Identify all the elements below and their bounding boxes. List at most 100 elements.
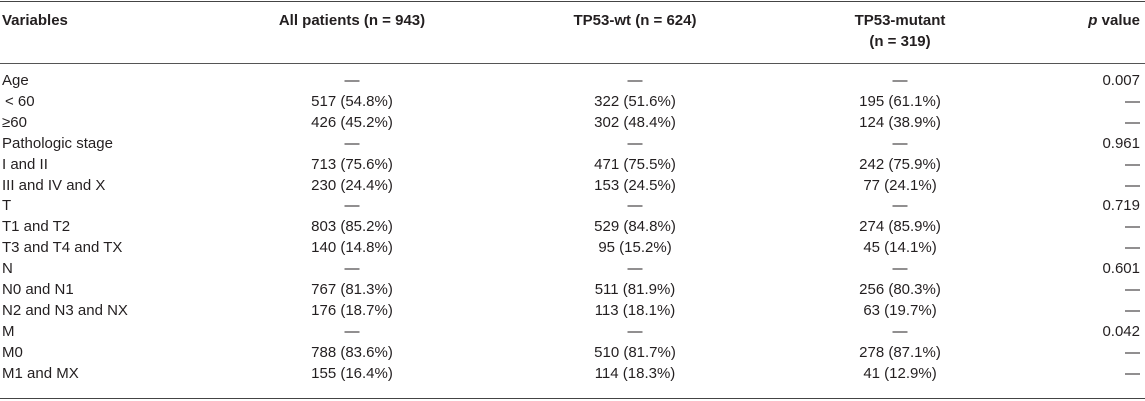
table-row: ≥60 426 (45.2%) 302 (48.4%) 124 (38.9%) —: [0, 112, 1145, 133]
cell-p-value: 0.042: [1102, 322, 1140, 340]
cell-tp53-mutant: 274 (85.9%): [859, 218, 941, 236]
cell-tp53-mutant: 256 (80.3%): [859, 281, 941, 298]
cell-all-patients: —: [344, 322, 360, 340]
cell-p-value: —: [1125, 176, 1140, 194]
cell-variable: M1 and MX: [2, 364, 79, 382]
cell-tp53-wt: 322 (51.6%): [594, 92, 676, 110]
table-row: M — — — 0.042: [0, 321, 1145, 342]
cell-all-patients: 230 (24.4%): [311, 176, 393, 194]
cell-tp53-wt: 114 (18.3%): [594, 364, 676, 382]
cell-tp53-wt: 529 (84.8%): [594, 218, 676, 236]
cell-tp53-mutant: —: [892, 260, 908, 278]
cell-all-patients: 426 (45.2%): [311, 113, 393, 131]
header-all-patients: All patients (n = 943): [278, 12, 426, 29]
cell-p-value: —: [1125, 239, 1140, 257]
cell-variable: I and II: [2, 155, 48, 173]
header-variables: Variables: [2, 12, 68, 29]
cell-p-value: —: [1125, 364, 1140, 382]
cell-tp53-mutant: 195 (61.1%): [859, 92, 941, 110]
cell-tp53-wt: 511 (81.9%): [594, 281, 676, 298]
cell-all-patients: 140 (14.8%): [311, 239, 393, 257]
cell-p-value: —: [1125, 343, 1140, 361]
cell-all-patients: 767 (81.3%): [311, 281, 393, 298]
cell-p-value: 0.719: [1102, 197, 1140, 215]
table-row: N0 and N1 767 (81.3%) 511 (81.9%) 256 (80.3…: [0, 279, 1145, 300]
table-row: Pathologic stage — — — 0.961: [0, 133, 1145, 154]
cell-tp53-wt: 95 (15.2%): [598, 239, 672, 257]
cell-p-value: 0.007: [1102, 72, 1140, 89]
table-row: M1 and MX 155 (16.4%) 114 (18.3%) 41 (12.9%…: [0, 363, 1145, 384]
table-row: I and II 713 (75.6%) 471 (75.5%) 242 (75.9%…: [0, 154, 1145, 175]
cell-p-value: 0.961: [1102, 134, 1140, 152]
header-p-value: p value: [1070, 10, 1140, 31]
cell-all-patients: 517 (54.8%): [311, 92, 393, 110]
cell-all-patients: —: [344, 197, 360, 215]
cell-tp53-mutant: 77 (24.1%): [863, 176, 937, 194]
table-row: < 60 517 (54.8%) 322 (51.6%) 195 (61.1%) —: [0, 91, 1145, 112]
cell-variable: Pathologic stage: [2, 134, 113, 152]
table-row: N2 and N3 and NX 176 (18.7%) 113 (18.1%) 63…: [0, 300, 1145, 321]
header-tp53-mutant-line2: (n = 319): [869, 33, 931, 50]
cell-tp53-wt: —: [627, 260, 643, 278]
header-p-italic: p: [1088, 12, 1098, 29]
cell-variable: T3 and T4 and TX: [2, 239, 123, 257]
header-tp53-wt: TP53-wt (n = 624): [573, 12, 697, 29]
table-top-rule: [0, 1, 1145, 2]
table-row: T — — — 0.719: [0, 195, 1145, 216]
cell-tp53-mutant: 41 (12.9%): [863, 364, 937, 382]
cell-p-value: —: [1125, 113, 1140, 131]
table-row: Age — — — 0.007: [0, 70, 1145, 91]
cell-variable: T: [2, 197, 12, 215]
cell-tp53-mutant: 278 (87.1%): [859, 343, 941, 361]
cell-tp53-wt: 153 (24.5%): [594, 176, 676, 194]
cell-tp53-mutant: 124 (38.9%): [859, 113, 941, 131]
header-tp53-mutant: TP53-mutant (n = 319): [820, 10, 980, 52]
cell-all-patients: 176 (18.7%): [311, 301, 393, 319]
header-separator-rule: [0, 63, 1145, 64]
table-row: T3 and T4 and TX 140 (14.8%) 95 (15.2%) 45 …: [0, 237, 1145, 258]
table-row: III and IV and X 230 (24.4%) 153 (24.5%) 77…: [0, 175, 1145, 196]
cell-all-patients: —: [344, 260, 360, 278]
cell-tp53-mutant: —: [892, 72, 908, 89]
cell-all-patients: —: [344, 134, 360, 152]
table-row: T1 and T2 803 (85.2%) 529 (84.8%) 274 (85.9…: [0, 216, 1145, 237]
cell-tp53-wt: —: [627, 322, 643, 340]
cell-variable: T1 and T2: [2, 218, 71, 236]
cell-all-patients: —: [344, 72, 360, 89]
cell-p-value: 0.601: [1102, 260, 1140, 278]
header-tp53-mutant-line1: TP53-mutant: [854, 12, 946, 29]
cell-variable: M: [2, 322, 15, 340]
cell-tp53-mutant: —: [892, 197, 908, 215]
cell-variable: M0: [2, 343, 23, 361]
cell-tp53-wt: —: [627, 72, 643, 89]
cell-variable: Age: [2, 72, 29, 89]
cell-tp53-wt: 113 (18.1%): [594, 301, 676, 319]
cell-all-patients: 713 (75.6%): [311, 155, 393, 173]
cell-all-patients: 155 (16.4%): [311, 364, 393, 382]
cell-tp53-mutant: 45 (14.1%): [863, 239, 937, 257]
header-p-rest: value: [1097, 12, 1140, 29]
cell-tp53-mutant: 63 (19.7%): [863, 301, 937, 319]
cell-p-value: —: [1125, 281, 1140, 298]
cell-variable: N2 and N3 and NX: [2, 301, 128, 319]
cell-tp53-wt: 510 (81.7%): [594, 343, 676, 361]
table-row: M0 788 (83.6%) 510 (81.7%) 278 (87.1%) —: [0, 342, 1145, 363]
cell-p-value: —: [1125, 301, 1140, 319]
cell-variable: N0 and N1: [2, 281, 74, 298]
cell-variable: < 60: [2, 92, 35, 110]
cell-tp53-wt: 302 (48.4%): [594, 113, 676, 131]
cell-variable: III and IV and X: [2, 176, 106, 194]
cell-p-value: —: [1125, 218, 1140, 236]
cell-p-value: —: [1125, 155, 1140, 173]
cell-tp53-mutant: —: [892, 322, 908, 340]
cell-variable: N: [2, 260, 13, 278]
table-bottom-rule: [0, 398, 1145, 399]
cell-all-patients: 788 (83.6%): [311, 343, 393, 361]
cell-tp53-wt: 471 (75.5%): [594, 155, 676, 173]
cell-tp53-wt: —: [627, 197, 643, 215]
cell-tp53-mutant: —: [892, 134, 908, 152]
cell-variable: ≥60: [2, 113, 27, 131]
cell-all-patients: 803 (85.2%): [311, 218, 393, 236]
cell-p-value: —: [1125, 92, 1140, 110]
table-row: N — — — 0.601: [0, 258, 1145, 279]
